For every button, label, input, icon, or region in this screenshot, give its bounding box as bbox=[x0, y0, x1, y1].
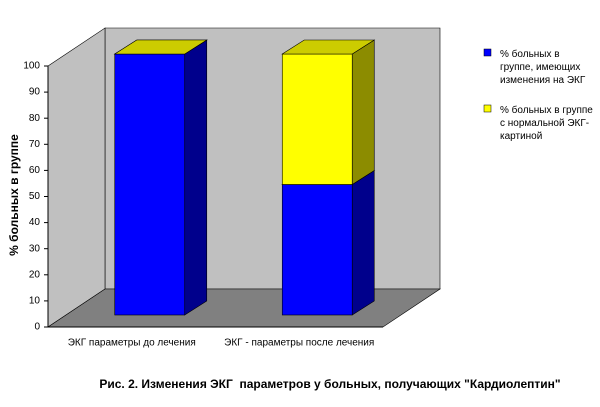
y-tick-label: 20 bbox=[29, 269, 41, 280]
chart-title: Рис. 2. Изменения ЭКГ параметров у больн… bbox=[99, 377, 560, 391]
y-tick-label: 70 bbox=[29, 139, 41, 150]
x-tick-label: ЭКГ - параметры после лечения bbox=[224, 338, 374, 349]
side-wall bbox=[47, 27, 106, 328]
legend-swatch bbox=[483, 48, 492, 57]
legend-swatch bbox=[483, 104, 492, 113]
bar-side bbox=[351, 39, 375, 186]
y-tick-label: 60 bbox=[29, 165, 41, 176]
bar-side bbox=[351, 169, 375, 316]
y-axis-label: % больных в группе bbox=[7, 134, 21, 256]
x-tick-label: ЭКГ параметры до лечения bbox=[68, 338, 196, 349]
legend-entry: % больных в группе, имеющих изменения на… bbox=[500, 49, 586, 86]
y-tick-label: 30 bbox=[29, 243, 41, 254]
bar-segment bbox=[281, 53, 353, 185]
bar-side bbox=[184, 39, 208, 316]
bar-segment bbox=[114, 53, 186, 316]
y-tick-label: 80 bbox=[29, 113, 41, 124]
y-tick-label: 100 bbox=[23, 61, 40, 72]
floor bbox=[47, 288, 441, 328]
y-tick-label: 50 bbox=[29, 191, 41, 202]
legend-entry: % больных в группе с нормальной ЭКГ-карт… bbox=[500, 105, 593, 142]
bar-top bbox=[281, 39, 376, 55]
y-tick-label: 40 bbox=[29, 217, 41, 228]
bar-segment bbox=[281, 184, 353, 316]
y-tick-label: 90 bbox=[29, 87, 41, 98]
y-tick-label: 10 bbox=[29, 296, 41, 307]
y-tick-label: 0 bbox=[34, 322, 40, 333]
bar-top bbox=[113, 39, 208, 55]
